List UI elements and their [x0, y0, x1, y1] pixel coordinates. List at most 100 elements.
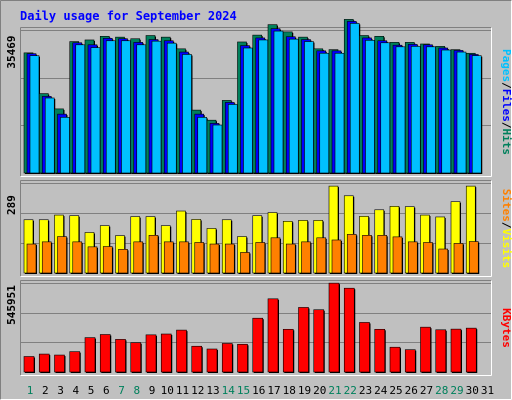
- bar-kbytes-kbytes-day-30: [465, 327, 477, 373]
- x-tick-label: 12: [191, 384, 204, 397]
- bar-hits-pages-day-28: [441, 49, 452, 174]
- bar-visits-sites-day-27: [423, 242, 433, 274]
- bar-visits-sites-day-1: [26, 243, 37, 274]
- x-tick-label: 18: [283, 384, 296, 397]
- bar-kbytes-kbytes-day-18: [282, 328, 294, 373]
- x-tick-label: 6: [103, 384, 110, 397]
- bar-hits-pages-day-23: [365, 40, 375, 174]
- x-tick-label: 30: [466, 384, 479, 397]
- x-tick-label: 17: [267, 384, 280, 397]
- bar-visits-sites-day-8: [133, 241, 144, 274]
- bar-visits-sites-day-14: [224, 243, 235, 274]
- bar-hits-pages-day-19: [304, 41, 314, 174]
- bar-hits-pages-day-12: [197, 117, 208, 174]
- x-tick-label: 27: [420, 384, 433, 397]
- bar-kbytes-kbytes-day-17: [267, 298, 279, 373]
- bar-visits-sites-day-19: [301, 241, 311, 274]
- bar-kbytes-kbytes-day-2: [38, 353, 50, 373]
- bar-kbytes-kbytes-day-14: [221, 343, 233, 373]
- panel-visits-legend-item: /: [500, 222, 512, 229]
- x-tick-label: 2: [42, 384, 49, 397]
- x-tick-label: 3: [57, 384, 64, 397]
- bar-kbytes-kbytes-day-20: [313, 309, 325, 373]
- bar-kbytes-kbytes-day-8: [130, 342, 142, 373]
- panel-hits-legend-item: Pages: [500, 49, 512, 82]
- bar-visits-sites-day-15: [240, 252, 250, 274]
- bar-kbytes-kbytes-day-28: [435, 329, 447, 373]
- x-tick-label: 5: [88, 384, 95, 397]
- x-tick-label: 15: [237, 384, 250, 397]
- bar-visits-sites-day-18: [285, 243, 296, 274]
- bar-kbytes-kbytes-day-13: [206, 348, 218, 373]
- panel-hits-max-label: 35469: [5, 35, 18, 68]
- bar-hits-pages-day-1: [29, 55, 40, 174]
- panel-hits-legend-item: Hits: [500, 129, 512, 156]
- bar-visits-sites-day-12: [194, 242, 205, 274]
- bar-visits-sites-day-7: [118, 249, 128, 274]
- bar-kbytes-kbytes-day-26: [404, 349, 416, 373]
- panel-kbytes-legend-item: KBytes: [500, 308, 512, 348]
- x-tick-label: 20: [313, 384, 326, 397]
- bar-hits-pages-day-8: [136, 44, 147, 174]
- bar-kbytes-kbytes-day-22: [343, 287, 355, 373]
- x-tick-label: 21: [328, 384, 341, 397]
- bar-kbytes-kbytes-day-7: [115, 339, 126, 373]
- bar-kbytes-kbytes-day-15: [237, 343, 248, 373]
- panel-kbytes-legend: KBytes: [500, 308, 512, 348]
- x-tick-label: 9: [149, 384, 156, 397]
- bar-hits-pages-day-14: [227, 104, 238, 174]
- x-tick-label: 11: [176, 384, 189, 397]
- panel-visits-legend-item: Visits: [500, 229, 512, 269]
- bar-kbytes-kbytes-day-21: [328, 282, 340, 373]
- bar-visits-sites-day-21: [331, 239, 342, 274]
- bar-visits-sites-day-3: [57, 236, 67, 274]
- bar-kbytes-kbytes-day-5: [84, 337, 96, 373]
- bar-visits-sites-day-26: [407, 241, 418, 274]
- panel-kbytes-max-label: 545951: [5, 285, 18, 325]
- bar-kbytes-kbytes-day-1: [23, 356, 35, 373]
- bar-kbytes-kbytes-day-16: [252, 317, 264, 373]
- x-tick-label: 16: [252, 384, 265, 397]
- bar-visits-sites-day-28: [438, 248, 449, 274]
- bar-visits-sites-day-22: [346, 234, 357, 274]
- bar-visits-sites-day-24: [377, 235, 388, 274]
- panel-hits-legend-item: /: [500, 82, 512, 89]
- bar-visits-sites-day-17: [270, 237, 281, 274]
- bar-hits-pages-day-16: [258, 39, 269, 174]
- bar-visits-sites-day-25: [392, 236, 403, 274]
- x-tick-label: 13: [206, 384, 219, 397]
- x-tick-label: 24: [374, 384, 388, 397]
- bar-kbytes-kbytes-day-25: [389, 346, 401, 373]
- panel-visits-legend-item: Sites: [500, 189, 512, 222]
- bar-visits-sites-day-4: [72, 241, 83, 274]
- x-tick-label: 31: [481, 384, 494, 397]
- panel-hits-legend-item: Files: [500, 89, 512, 122]
- bar-kbytes-kbytes-day-19: [298, 307, 309, 373]
- bar-hits-pages-day-6: [105, 40, 116, 174]
- x-tick-label: 8: [133, 384, 140, 397]
- panel-visits-legend: Sites/Visits: [500, 189, 512, 269]
- x-tick-label: 26: [405, 384, 418, 397]
- bar-visits-sites-day-9: [148, 235, 159, 274]
- bar-visits-sites-day-29: [453, 243, 464, 274]
- bar-hits-pages-day-2: [44, 97, 55, 174]
- panel-visits: 289 Sites/Visits: [5, 180, 512, 277]
- x-tick-label: 7: [118, 384, 125, 397]
- bar-kbytes-kbytes-day-11: [176, 329, 187, 373]
- bar-hits-pages-day-11: [182, 54, 192, 174]
- bar-visits-sites-day-10: [163, 241, 174, 274]
- bar-kbytes-kbytes-day-27: [420, 326, 431, 373]
- bar-hits-pages-day-7: [121, 40, 131, 174]
- x-tick-label: 22: [344, 384, 357, 397]
- x-tick-label: 28: [435, 384, 448, 397]
- chart-title: Daily usage for September 2024: [20, 9, 237, 23]
- bar-hits-pages-day-24: [380, 42, 391, 174]
- bar-kbytes-kbytes-day-3: [54, 354, 65, 373]
- x-tick-label: 19: [298, 384, 311, 397]
- bar-kbytes-kbytes-day-23: [359, 322, 370, 373]
- bar-hits-pages-day-30: [471, 55, 482, 174]
- x-tick-label: 29: [450, 384, 463, 397]
- bar-visits-sites-day-11: [179, 241, 189, 274]
